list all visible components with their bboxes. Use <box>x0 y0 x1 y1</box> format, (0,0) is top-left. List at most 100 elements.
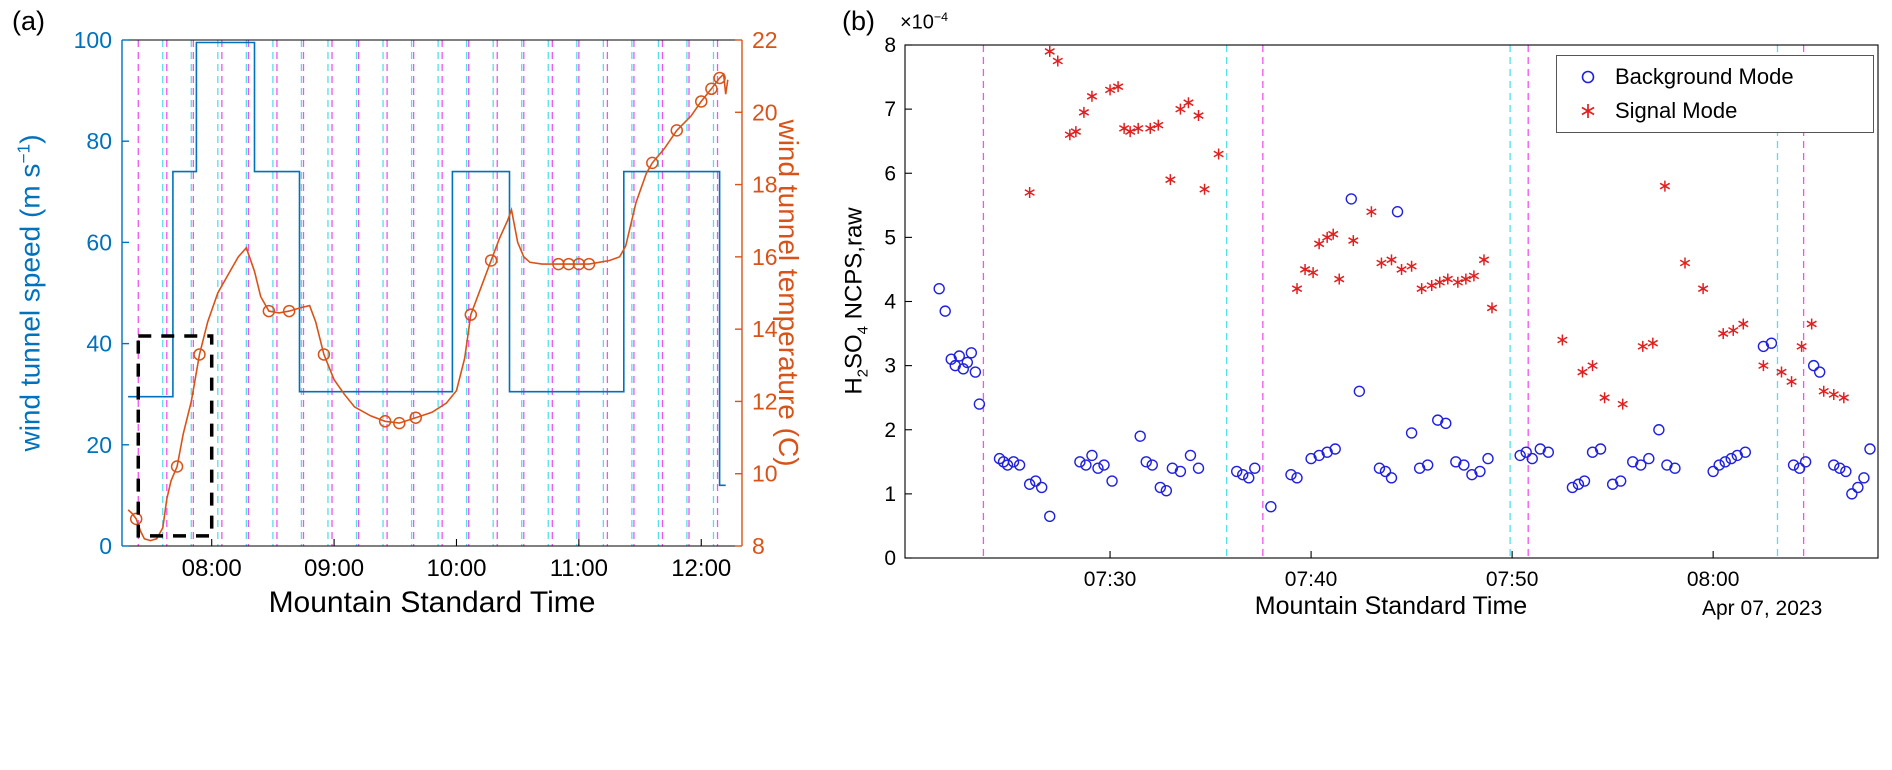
signal-point <box>1442 273 1453 285</box>
background-point <box>1291 472 1303 484</box>
signal-point <box>1659 180 1671 192</box>
background-point <box>965 347 978 359</box>
signal-point <box>1165 174 1176 186</box>
background-point <box>1814 366 1826 378</box>
signal-point <box>1758 360 1769 372</box>
signal-point <box>1386 254 1397 266</box>
y-right-tick-label: 12 <box>752 388 778 414</box>
y-tick-label: 3 <box>884 355 896 378</box>
signal-point <box>1806 318 1817 330</box>
background-point <box>961 356 974 369</box>
signal-mode-marker-icon <box>1571 99 1605 123</box>
panel-a-xlabel: Mountain Standard Time <box>268 586 596 619</box>
background-point <box>1192 462 1205 474</box>
background-point <box>1635 459 1647 471</box>
temperature-marker <box>670 124 684 137</box>
panel-b-xlabel: Mountain Standard Time <box>1254 592 1528 620</box>
y-right-tick-label: 18 <box>752 172 778 198</box>
temperature-marker <box>393 416 406 430</box>
background-point <box>1474 465 1486 478</box>
x-tick-label: 07:40 <box>1285 568 1338 591</box>
background-point <box>1036 481 1048 494</box>
background-point <box>1799 456 1812 468</box>
background-point <box>1846 488 1858 500</box>
background-point <box>1594 443 1607 455</box>
background-point <box>1265 501 1277 513</box>
background-point <box>1852 481 1864 494</box>
background-point <box>957 363 969 375</box>
y-left-tick-label: 100 <box>74 27 112 53</box>
ylabel-b-so: SO <box>840 334 868 370</box>
background-point <box>1653 424 1665 436</box>
legend-label-background: Background Mode <box>1615 64 1794 89</box>
temperature-marker <box>378 415 392 428</box>
signal-point <box>1587 360 1598 372</box>
signal-point <box>1086 90 1098 102</box>
signal-point <box>1328 228 1339 240</box>
background-point <box>1160 484 1173 497</box>
x-tick-label: 11:00 <box>550 555 608 582</box>
background-point <box>1828 459 1840 471</box>
background-point <box>1725 452 1737 465</box>
signal-point <box>1193 110 1204 122</box>
panel-b-date-label: Apr 07, 2023 <box>1702 597 1823 620</box>
background-point <box>1074 456 1086 468</box>
background-point <box>1044 510 1056 523</box>
signal-point <box>1145 122 1156 134</box>
background-point <box>1092 462 1104 474</box>
y-left-tick-label: 80 <box>86 128 112 154</box>
background-point <box>1237 468 1249 481</box>
legend: Background Mode Signal Mode <box>1556 55 1874 133</box>
panel-b-label: (b) <box>842 6 875 36</box>
signal-point <box>1118 122 1130 134</box>
signal-point <box>1078 106 1090 118</box>
signal-point <box>1460 273 1472 285</box>
signal-point <box>1577 366 1588 378</box>
y-tick-label: 1 <box>884 483 896 506</box>
signal-point <box>1199 183 1210 195</box>
temperature-marker <box>484 254 498 267</box>
background-point <box>1739 446 1752 458</box>
background-point <box>973 398 986 410</box>
background-point <box>1174 465 1187 478</box>
ylabel-b-h: H <box>840 377 868 395</box>
y-right-tick-label: 20 <box>752 99 778 125</box>
signal-point <box>1348 235 1359 247</box>
background-point <box>1566 481 1579 494</box>
background-point <box>1669 462 1681 474</box>
background-point <box>1840 465 1852 478</box>
background-point <box>933 282 945 295</box>
signal-point <box>1291 283 1303 295</box>
legend-row-signal: Signal Mode <box>1571 98 1873 124</box>
panel-a-label: (a) <box>12 6 45 36</box>
panel-b-exponent-label: ×10−4 <box>900 10 948 35</box>
background-point <box>1249 462 1261 474</box>
y-tick-label: 0 <box>884 547 896 570</box>
signal-point <box>1213 148 1224 160</box>
panel-b-ylabel: H2SO4 NCPS,raw <box>841 207 872 394</box>
signal-point <box>1738 318 1749 330</box>
signal-point <box>1104 84 1116 96</box>
signal-point <box>1718 328 1729 340</box>
signal-point <box>1452 276 1463 288</box>
signal-point <box>1647 337 1659 349</box>
exponent-base: ×10 <box>900 11 934 34</box>
signal-point <box>1376 257 1387 269</box>
y-tick-label: 5 <box>884 226 896 249</box>
signal-point <box>1406 260 1417 272</box>
signal-point <box>1175 103 1186 115</box>
background-point <box>1106 475 1118 487</box>
background-point <box>1765 337 1778 349</box>
signal-point <box>1112 81 1124 93</box>
background-point <box>1231 465 1243 478</box>
background-point <box>1834 462 1846 474</box>
background-point <box>1864 443 1876 455</box>
temperature-marker <box>562 257 575 271</box>
exponent-sup: −4 <box>933 10 949 24</box>
signal-point <box>1617 398 1628 410</box>
panel-a-ylabel-right: wind tunnel temperature (C) <box>773 119 804 467</box>
signal-point <box>1396 263 1407 275</box>
background-point <box>1373 462 1386 474</box>
x-tick-label: 08:00 <box>182 555 242 582</box>
signal-point <box>1064 129 1076 141</box>
